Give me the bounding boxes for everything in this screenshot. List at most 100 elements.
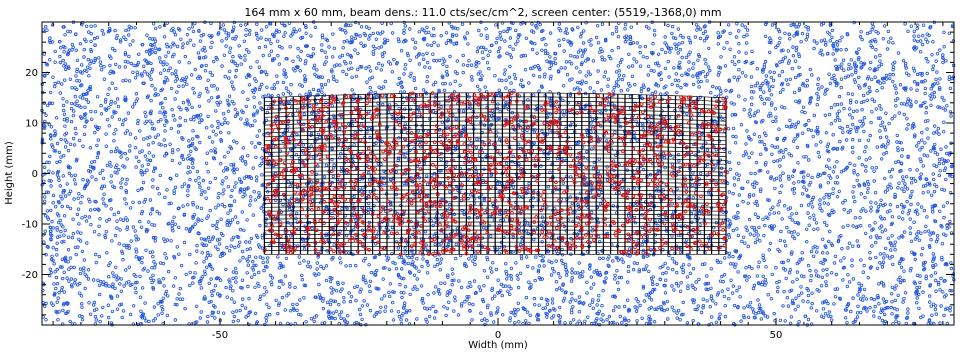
- data-point-blue: [765, 97, 769, 101]
- data-point-blue: [745, 228, 749, 233]
- data-point-blue: [226, 211, 230, 215]
- data-point-blue: [173, 33, 178, 37]
- data-point-blue: [850, 116, 855, 120]
- data-point-blue: [168, 45, 173, 49]
- data-point-blue: [330, 291, 334, 295]
- data-point-blue: [828, 39, 832, 43]
- data-point-blue: [58, 54, 62, 59]
- data-point-blue: [289, 34, 293, 38]
- data-point-blue: [67, 279, 71, 283]
- data-point-blue: [796, 161, 800, 165]
- data-point-blue: [99, 314, 104, 318]
- data-point-blue: [153, 262, 157, 267]
- data-point-blue: [65, 204, 70, 209]
- data-point-blue: [98, 171, 102, 175]
- data-point-blue: [564, 273, 569, 277]
- data-point-blue: [172, 52, 176, 57]
- data-point-blue: [186, 98, 190, 102]
- data-point-blue: [564, 27, 569, 31]
- data-point-blue: [778, 318, 783, 322]
- data-point-blue: [889, 175, 893, 179]
- data-point-blue: [266, 256, 270, 260]
- data-point-blue: [846, 246, 850, 250]
- data-point-blue: [843, 75, 848, 80]
- data-point-blue: [158, 60, 163, 64]
- data-point-blue: [257, 270, 261, 275]
- data-point-blue: [666, 266, 670, 270]
- data-point-blue: [480, 139, 485, 144]
- data-point-blue: [105, 117, 110, 122]
- data-point-blue: [165, 188, 169, 192]
- data-point-blue: [719, 55, 723, 59]
- data-point-blue: [415, 190, 420, 194]
- data-point-blue: [112, 111, 116, 115]
- data-point-blue: [579, 62, 584, 67]
- data-point-blue: [210, 124, 214, 128]
- data-point-blue: [827, 213, 832, 218]
- data-point-blue: [883, 176, 887, 181]
- data-point-blue: [147, 74, 152, 78]
- data-point-blue: [651, 41, 655, 46]
- data-point-blue: [550, 260, 554, 265]
- data-point-blue: [230, 238, 234, 242]
- data-point-blue: [698, 223, 702, 227]
- data-point-blue: [240, 297, 245, 301]
- data-point-blue: [927, 294, 932, 298]
- data-point-blue: [103, 233, 107, 238]
- data-point-blue: [768, 50, 772, 54]
- data-point-blue: [298, 298, 302, 302]
- data-point-blue: [413, 284, 417, 289]
- data-point-blue: [238, 259, 242, 263]
- data-point-blue: [616, 281, 620, 285]
- data-point-blue: [117, 242, 121, 246]
- data-point-blue: [731, 291, 735, 295]
- data-point-blue: [754, 199, 759, 204]
- data-point-blue: [153, 135, 158, 139]
- data-point-blue: [687, 35, 691, 40]
- data-point-blue: [134, 238, 138, 242]
- data-point-blue: [229, 146, 233, 151]
- data-point-blue: [115, 294, 120, 298]
- data-point-blue: [699, 79, 703, 84]
- data-point-blue: [891, 62, 895, 66]
- data-point-blue: [751, 307, 755, 311]
- data-point-blue: [903, 291, 908, 295]
- data-point-blue: [809, 278, 813, 283]
- data-point-blue: [112, 212, 116, 217]
- data-point-blue: [62, 64, 66, 68]
- data-point-blue: [640, 316, 644, 320]
- data-point-blue: [825, 267, 829, 272]
- data-point-blue: [839, 48, 843, 52]
- data-point-blue: [894, 86, 898, 91]
- data-point-blue: [872, 99, 877, 103]
- data-point-blue: [433, 264, 437, 268]
- data-point-blue: [879, 310, 883, 314]
- data-point-blue: [136, 118, 140, 123]
- data-point-blue: [134, 165, 138, 169]
- data-point-blue: [779, 229, 783, 234]
- data-point-blue: [516, 301, 520, 305]
- data-point-blue: [402, 72, 406, 76]
- data-point-blue: [75, 99, 79, 103]
- data-point-blue: [681, 268, 685, 272]
- data-point-blue: [404, 181, 409, 186]
- data-point-blue: [145, 168, 149, 172]
- data-point-blue: [229, 244, 233, 248]
- data-point-blue: [231, 164, 236, 168]
- data-point-blue: [814, 269, 818, 273]
- data-point-blue: [562, 113, 566, 117]
- data-point-blue: [469, 254, 474, 258]
- data-point-blue: [787, 32, 791, 36]
- data-point-blue: [827, 158, 831, 162]
- data-point-blue: [590, 147, 594, 151]
- data-point-blue: [613, 277, 617, 281]
- data-point-blue: [938, 288, 942, 292]
- data-point-blue: [214, 206, 218, 210]
- data-point-blue: [61, 44, 66, 49]
- data-point-blue: [757, 281, 761, 286]
- data-point-blue: [319, 82, 324, 87]
- data-point-blue: [55, 241, 59, 245]
- data-point-blue: [224, 175, 228, 180]
- data-point-blue: [326, 79, 331, 83]
- data-point-blue: [550, 297, 555, 301]
